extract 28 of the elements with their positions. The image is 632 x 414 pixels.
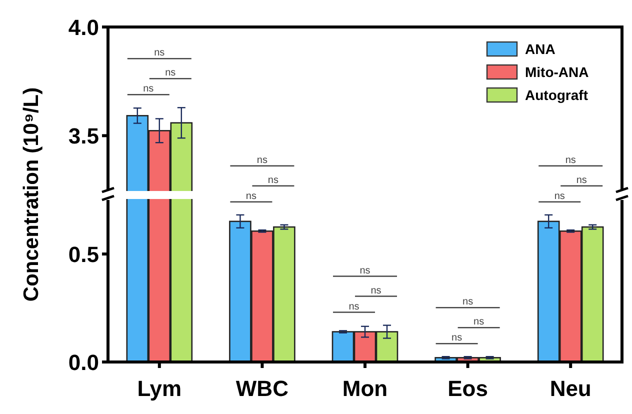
x-tick-label: Eos — [448, 376, 488, 401]
annotation: ns — [256, 154, 268, 166]
y-tick-label: 4.0 — [68, 14, 99, 40]
y-tick-label: 3.5 — [68, 124, 99, 149]
annotation: ns — [360, 265, 370, 276]
annotation: ns — [565, 154, 576, 166]
y-axis-title: Concentration (10⁹/L) — [20, 87, 43, 302]
x-tick-label: WBC — [236, 376, 289, 401]
annotation: ns — [165, 68, 176, 79]
annotation: ns — [246, 190, 256, 202]
y-tick-label: 0.0 — [68, 350, 99, 375]
legend-label: ANA — [525, 41, 556, 58]
annotation: ns — [452, 332, 462, 344]
annotation: ns — [154, 48, 165, 59]
annotation: ns — [462, 296, 474, 308]
annotation: ns — [370, 285, 382, 296]
legend-label: Mito-ANA — [525, 64, 589, 80]
x-tick-label: Neu — [550, 376, 592, 401]
annotation: ns — [576, 174, 587, 186]
y-tick-label: 0.5 — [68, 242, 99, 267]
annotation: ns — [474, 316, 484, 328]
annotation: ns — [143, 84, 154, 95]
x-tick-label: Mon — [342, 376, 388, 401]
annotation: ns — [268, 174, 278, 186]
legend-label: Autograft — [525, 87, 588, 104]
annotation: ns — [348, 301, 360, 312]
annotation: ns — [554, 190, 565, 202]
x-tick-label: Lym — [137, 376, 182, 401]
